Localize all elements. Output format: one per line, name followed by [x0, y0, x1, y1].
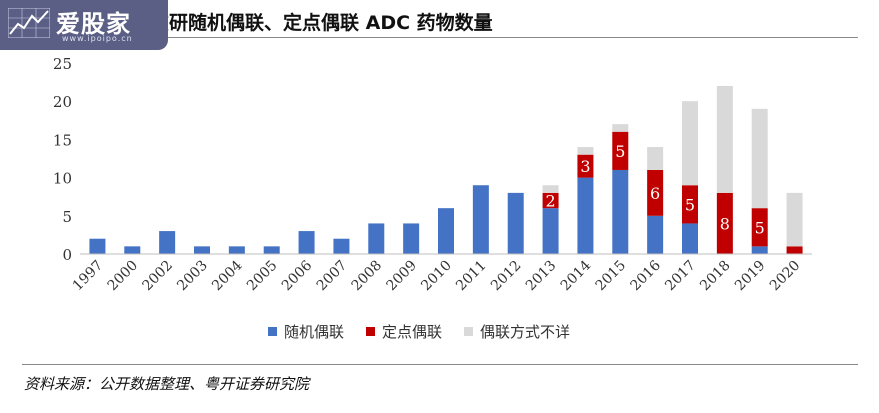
x-tick-label: 2008 — [349, 258, 386, 295]
bar-unknown — [577, 147, 594, 155]
bar-unknown — [542, 185, 559, 193]
bar-site — [647, 169, 664, 216]
bar-unknown — [786, 192, 803, 247]
x-tick-label: 2004 — [209, 257, 246, 294]
bar-random — [542, 208, 559, 254]
y-tick-label: 5 — [62, 208, 72, 226]
bottom-rule — [22, 364, 858, 365]
bar-random — [612, 169, 629, 254]
bar-site — [577, 154, 594, 178]
x-tick-label: 2003 — [174, 258, 211, 295]
data-label-site: 8 — [720, 214, 730, 233]
bar-site — [716, 192, 733, 254]
bar-random — [751, 246, 768, 254]
x-tick-label: 2013 — [523, 258, 560, 295]
bar-unknown — [682, 101, 698, 186]
x-tick-label: 2012 — [488, 258, 525, 295]
data-label-site: 2 — [545, 192, 555, 211]
chart-logo-icon — [8, 8, 50, 38]
bar-site — [786, 246, 803, 254]
y-tick-label: 20 — [53, 93, 72, 111]
bar-random — [228, 246, 245, 254]
x-tick-label: 2020 — [767, 258, 804, 295]
x-tick-label: 2015 — [593, 258, 630, 295]
bar-site — [751, 208, 768, 247]
x-tick-label: 2017 — [662, 258, 699, 295]
x-tick-label: 2016 — [627, 257, 664, 294]
bar-random — [263, 246, 280, 254]
bar-unknown — [716, 85, 733, 193]
y-tick-label: 10 — [53, 170, 72, 188]
source-note: 资料来源：公开数据整理、粤开证券研究院 — [24, 375, 310, 393]
bar-random — [682, 223, 698, 254]
data-label-site: 5 — [755, 218, 765, 237]
legend-item-random: 随机偶联 — [268, 321, 344, 342]
legend-label-random: 随机偶联 — [284, 322, 345, 341]
bar-unknown — [647, 147, 664, 170]
bar-random — [124, 246, 141, 254]
y-axis: 0 5 10 15 20 25 — [53, 55, 72, 264]
x-tick-label: 2009 — [383, 258, 420, 295]
legend-swatch-site — [366, 326, 376, 336]
bar-random — [194, 246, 210, 254]
bar-unknown — [612, 124, 629, 132]
x-tick-label: 2018 — [697, 258, 734, 295]
x-tick-label: 1997 — [70, 258, 107, 295]
x-axis: 1997200020022003200420052006200720082009… — [70, 253, 812, 295]
bar-random — [438, 208, 454, 254]
x-tick-label: 2005 — [244, 258, 281, 295]
bar-random — [472, 185, 489, 254]
bar-random — [647, 215, 664, 254]
bar-site — [542, 192, 559, 209]
bar-random — [368, 223, 385, 254]
bars: 2 3 5 6 5 8 5 — [89, 85, 803, 254]
bar-site — [682, 185, 698, 224]
bar-random — [159, 231, 176, 254]
data-label-site: 5 — [685, 195, 695, 214]
x-tick-label: 2000 — [105, 258, 142, 295]
bar-site — [612, 131, 629, 170]
x-tick-label: 2019 — [732, 258, 769, 295]
legend-item-site: 定点偶联 — [366, 321, 442, 342]
bar-random — [298, 231, 315, 254]
bar-unknown — [751, 108, 768, 209]
y-tick-label: 0 — [62, 246, 72, 264]
x-tick-label: 2002 — [139, 258, 176, 295]
y-tick-label: 15 — [53, 131, 72, 149]
x-tick-label: 2006 — [279, 257, 316, 294]
bar-random — [577, 177, 594, 254]
legend-label-unknown: 偶联方式不详 — [480, 322, 571, 341]
legend-swatch-random — [268, 326, 277, 336]
top-rule — [22, 37, 858, 38]
bar-random — [507, 192, 524, 254]
bar-random — [89, 238, 106, 254]
chart-title: 在研随机偶联、定点偶联 ADC 药物数量 — [150, 12, 493, 34]
x-tick-label: 2011 — [453, 258, 490, 295]
watermark-logo: 爱股家 www.ipoipo.cn — [0, 0, 168, 50]
bar-random — [333, 238, 350, 254]
legend-swatch-unknown — [464, 326, 474, 336]
data-label-site: 3 — [580, 157, 590, 176]
x-tick-label: 2014 — [558, 257, 595, 294]
data-label-site: 5 — [615, 142, 625, 161]
legend-label-site: 定点偶联 — [382, 322, 443, 341]
x-tick-label: 2010 — [418, 258, 455, 295]
x-tick-label: 2007 — [314, 258, 351, 295]
bar-random — [403, 223, 420, 254]
legend-item-unknown: 偶联方式不详 — [464, 321, 570, 342]
watermark-url: www.ipoipo.cn — [62, 34, 133, 43]
data-label-site: 6 — [650, 184, 660, 203]
y-tick-label: 25 — [53, 55, 72, 73]
watermark-text: 爱股家 — [56, 10, 131, 38]
legend: 随机偶联 定点偶联 偶联方式不详 — [268, 320, 570, 342]
